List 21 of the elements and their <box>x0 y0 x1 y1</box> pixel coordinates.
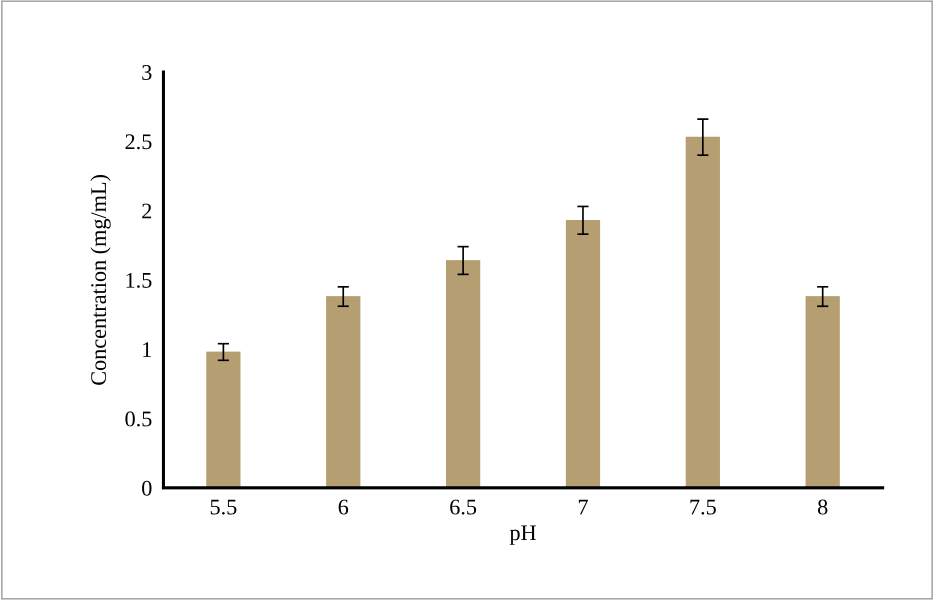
x-tick-label: 6.5 <box>450 500 476 515</box>
bar <box>686 136 720 488</box>
x-tick-label: 7 <box>578 500 588 514</box>
bar <box>326 296 360 488</box>
bar <box>446 260 480 488</box>
x-tick-label: 8 <box>818 500 828 515</box>
y-tick-label: 0 <box>142 480 152 496</box>
x-tick-label: 6 <box>338 500 348 515</box>
y-tick-label: 3 <box>142 64 152 80</box>
y-tick-label: 1.5 <box>126 272 152 288</box>
y-tick-label: 1 <box>143 342 152 357</box>
y-tick-label: 2 <box>142 204 152 218</box>
y-tick-label: 0.5 <box>125 411 152 427</box>
bar <box>806 296 840 488</box>
x-axis-title: pH <box>510 525 536 545</box>
x-tick-label: 7.5 <box>690 500 716 515</box>
bar <box>206 352 241 488</box>
x-tick-label: 5.5 <box>210 500 236 515</box>
bar <box>566 220 600 488</box>
y-tick-label: 2.5 <box>126 134 152 150</box>
y-axis-title: Concentration (mg/mL) <box>90 175 111 385</box>
